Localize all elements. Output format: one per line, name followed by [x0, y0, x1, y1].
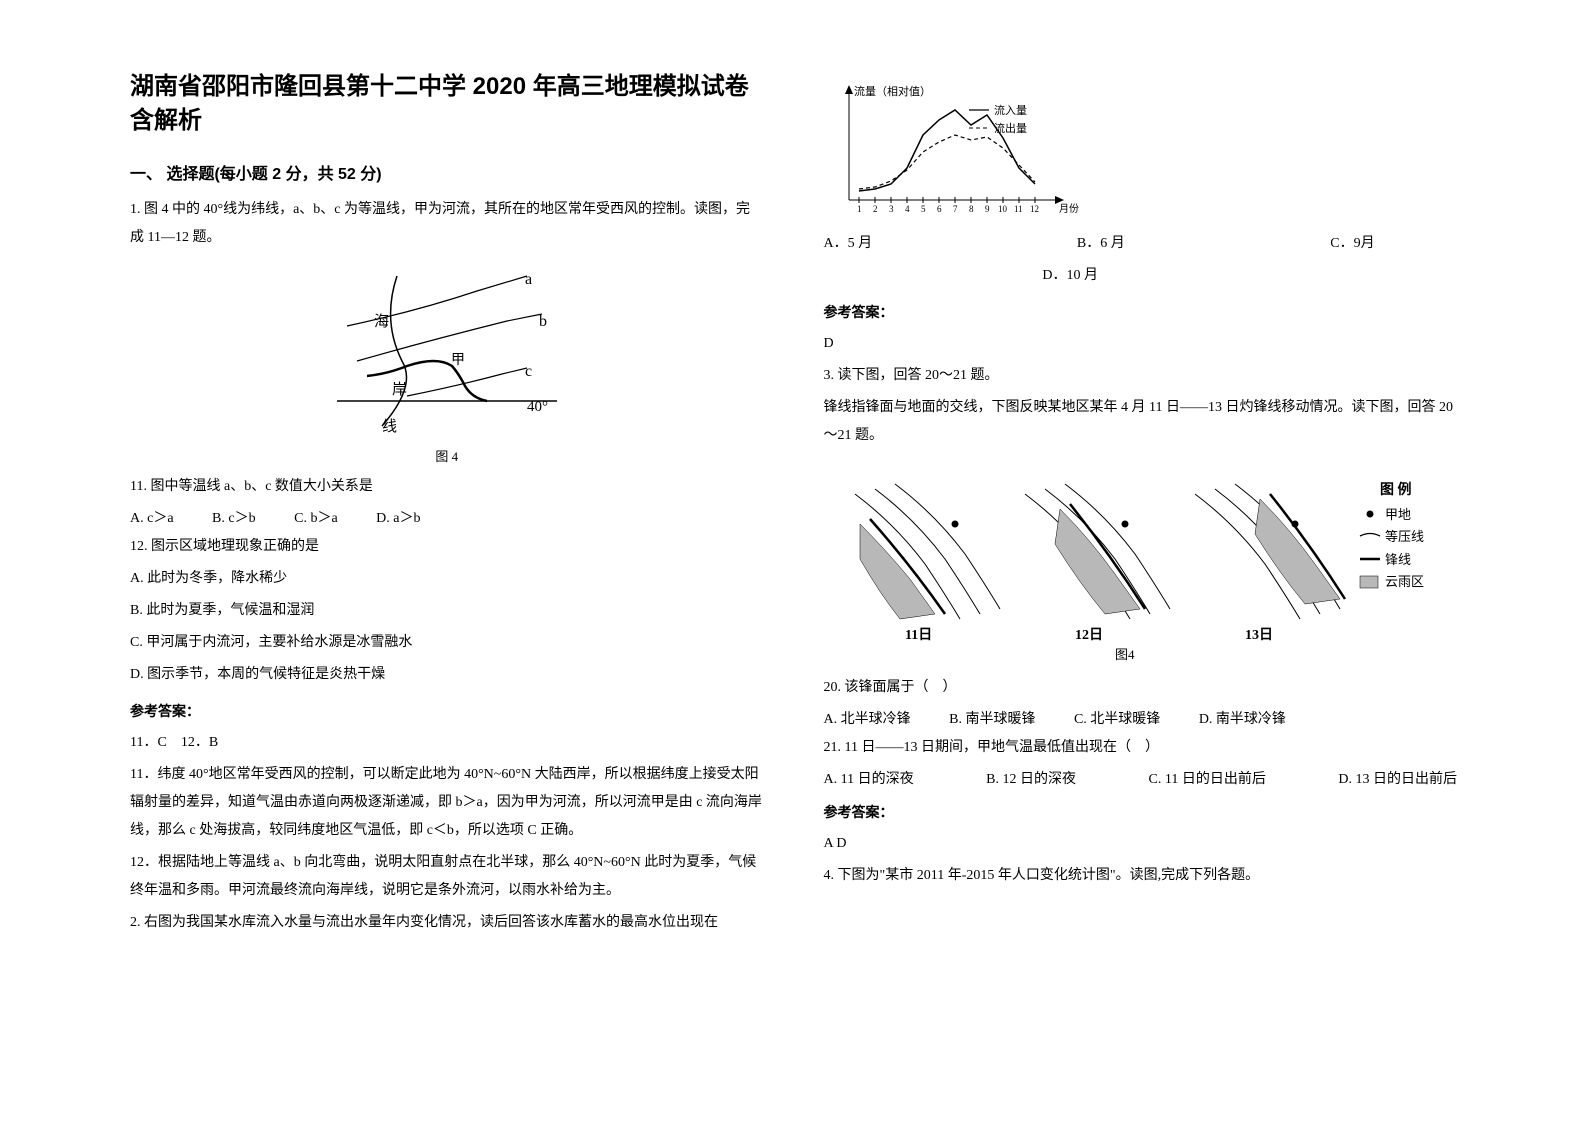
- svg-text:8: 8: [969, 204, 974, 214]
- svg-text:12日: 12日: [1075, 627, 1103, 643]
- svg-text:11: 11: [1014, 204, 1023, 214]
- q12-opt-b: B. 此时为夏季，气候温和湿润: [130, 597, 764, 625]
- answer-label-1: 参考答案：: [130, 701, 764, 721]
- legend-out: 流出量: [994, 121, 1027, 135]
- figure-4: a b c 海 岸 甲 线 40°: [130, 266, 764, 436]
- fig-front-caption: 图4: [1115, 647, 1135, 662]
- reservoir-chart-svg: 流量（相对值） 月份 123 456 789 101112 流入量 流出量: [824, 80, 1084, 220]
- svg-text:11日: 11日: [905, 627, 932, 643]
- svg-text:10: 10: [998, 204, 1008, 214]
- q3-intro: 3. 读下图，回答 20～21 题。: [824, 362, 1458, 390]
- q21-opt-b: B. 12 日的深夜: [986, 766, 1076, 794]
- panel-11: 11日: [855, 484, 1000, 643]
- q2-opt-d: D．10 月: [1042, 268, 1098, 283]
- q3-stem: 锋线指锋面与地面的交线，下图反映某地区某年 4 月 11 日——13 日灼锋线移…: [824, 394, 1458, 450]
- svg-text:云雨区: 云雨区: [1385, 574, 1424, 589]
- label-shore: 岸: [392, 381, 407, 398]
- q2-stem: 2. 右图为我国某水库流入水量与流出水量年内变化情况，读后回答该水库蓄水的最高水…: [130, 909, 764, 937]
- explain-11: 11．纬度 40°地区常年受西风的控制，可以断定此地为 40°N~60°N 大陆…: [130, 761, 764, 845]
- q12-stem: 12. 图示区域地理现象正确的是: [130, 533, 764, 561]
- svg-text:图 例: 图 例: [1380, 481, 1412, 498]
- q20-opt-a: A. 北半球冷锋: [824, 712, 911, 727]
- legend-in: 流入量: [994, 103, 1027, 117]
- label-a: a: [525, 271, 532, 288]
- q11-opt-c: C. b＞a: [294, 511, 338, 526]
- label-deg: 40°: [527, 399, 548, 415]
- legend-box: 图 例 甲地 等压线 锋线 云雨区: [1360, 481, 1424, 589]
- q21-options: A. 11 日的深夜 B. 12 日的深夜 C. 11 日的日出前后 D. 13…: [824, 766, 1458, 794]
- q20-opt-c: C. 北半球暖锋: [1074, 712, 1160, 727]
- chart-xlabel: 月份: [1059, 203, 1079, 215]
- label-b: b: [539, 313, 547, 330]
- document-title: 湖南省邵阳市隆回县第十二中学 2020 年高三地理模拟试卷含解析: [130, 70, 764, 137]
- svg-text:9: 9: [985, 204, 990, 214]
- q20-options: A. 北半球冷锋 B. 南半球暖锋 C. 北半球暖锋 D. 南半球冷锋: [824, 706, 1458, 734]
- q11-options: A. c＞a B. c＞b C. b＞a D. a＞b: [130, 505, 764, 533]
- svg-text:1: 1: [857, 204, 862, 214]
- answer-3: A D: [824, 830, 1458, 858]
- front-svg: 11日 12日 13日 图 例: [825, 464, 1455, 664]
- q1-stem: 1. 图 4 中的 40°线为纬线，a、b、c 为等温线，甲为河流，其所在的地区…: [130, 196, 764, 252]
- answer-2: D: [824, 330, 1458, 358]
- right-column: 流量（相对值） 月份 123 456 789 101112 流入量 流出量: [794, 70, 1488, 1072]
- figure-front: 11日 12日 13日 图 例: [824, 464, 1458, 664]
- panel-13: 13日: [1195, 484, 1345, 643]
- explain-12: 12．根据陆地上等温线 a、b 向北弯曲，说明太阳直射点在北半球，那么 40°N…: [130, 849, 764, 905]
- q20-opt-b: B. 南半球暖锋: [949, 712, 1035, 727]
- svg-text:甲地: 甲地: [1385, 507, 1411, 522]
- svg-text:12: 12: [1030, 204, 1039, 214]
- q11-opt-d: D. a＞b: [376, 511, 420, 526]
- q21-stem: 21. 11 日——13 日期间，甲地气温最低值出现在（ ）: [824, 734, 1458, 762]
- q21-opt-d: D. 13 日的日出前后: [1338, 766, 1457, 794]
- label-sea: 海: [374, 313, 389, 330]
- q21-opt-c: C. 11 日的日出前后: [1149, 766, 1266, 794]
- svg-text:2: 2: [873, 204, 878, 214]
- svg-text:等压线: 等压线: [1385, 529, 1424, 544]
- section-heading: 一、 选择题(每小题 2 分，共 52 分): [130, 160, 764, 184]
- answer-1: 11．C 12．B: [130, 729, 764, 757]
- q12-opt-d: D. 图示季节，本周的气候特征是炎热干燥: [130, 661, 764, 689]
- q2-options-row2: D．10 月: [824, 262, 1458, 290]
- q4-stem: 4. 下图为"某市 2011 年-2015 年人口变化统计图"。读图,完成下列各…: [824, 862, 1458, 890]
- reservoir-chart: 流量（相对值） 月份 123 456 789 101112 流入量 流出量: [824, 80, 1458, 220]
- q11-stem: 11. 图中等温线 a、b、c 数值大小关系是: [130, 473, 764, 501]
- q2-opt-b: B．6 月: [1077, 230, 1330, 258]
- figure-4-caption: 图 4: [130, 446, 764, 465]
- q11-opt-a: A. c＞a: [130, 511, 174, 526]
- svg-text:13日: 13日: [1245, 627, 1273, 643]
- svg-text:4: 4: [905, 204, 910, 214]
- svg-text:锋线: 锋线: [1385, 552, 1411, 567]
- svg-text:3: 3: [889, 204, 894, 214]
- left-column: 湖南省邵阳市隆回县第十二中学 2020 年高三地理模拟试卷含解析 一、 选择题(…: [100, 70, 794, 1072]
- q12-opt-a: A. 此时为冬季，降水稀少: [130, 565, 764, 593]
- panel-12: 12日: [1025, 484, 1170, 643]
- q11-opt-b: B. c＞b: [212, 511, 256, 526]
- label-jia: 甲: [451, 353, 465, 368]
- q2-options-row1: A．5 月 B．6 月 C．9月: [824, 230, 1458, 258]
- answer-label-2: 参考答案：: [824, 302, 1458, 322]
- outflow-line: [859, 135, 1035, 189]
- answer-label-3: 参考答案：: [824, 802, 1458, 822]
- q2-opt-a: A．5 月: [824, 230, 1077, 258]
- label-line: 线: [382, 418, 397, 435]
- q21-opt-a: A. 11 日的深夜: [824, 766, 914, 794]
- svg-text:7: 7: [953, 204, 958, 214]
- q12-opt-c: C. 甲河属于内流河，主要补给水源是冰雪融水: [130, 629, 764, 657]
- q20-opt-d: D. 南半球冷锋: [1199, 712, 1286, 727]
- q2-opt-c: C．9月: [1330, 230, 1457, 258]
- map-sketch-svg: a b c 海 岸 甲 线 40°: [327, 266, 567, 436]
- q20-stem: 20. 该锋面属于（ ）: [824, 674, 1458, 702]
- svg-text:6: 6: [937, 204, 942, 214]
- chart-xticks: 123 456 789 101112: [857, 204, 1039, 214]
- chart-ylabel: 流量（相对值）: [854, 84, 931, 98]
- svg-text:5: 5: [921, 204, 926, 214]
- label-c: c: [525, 363, 532, 380]
